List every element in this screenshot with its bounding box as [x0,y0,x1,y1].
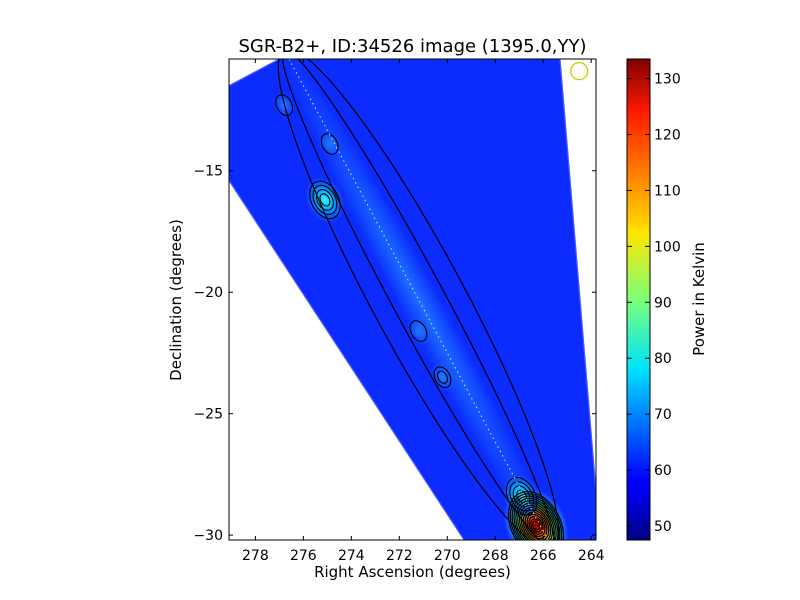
beam-marker [570,61,589,81]
contour-ring [436,370,448,384]
contour-ring [319,193,331,207]
contour-ring [509,493,563,540]
x-axis-ticks: 278 276 274 272 270 268 266 264 [242,59,605,564]
contour-ring [507,491,565,540]
source-glow [407,318,430,344]
colorbar-tick-label: 50 [654,519,672,535]
x-tick-label: 272 [386,548,413,564]
y-axis-label: Declination (degrees) [167,219,185,381]
x-tick-label: 270 [434,548,461,564]
contour-ring [530,518,542,533]
contour-ring [512,485,531,508]
contour-ring [509,481,535,512]
contour-ring [511,495,561,540]
contour-ring [513,497,559,540]
y-tick-label: −25 [193,407,223,423]
contour-ring [315,189,334,211]
chart-title: SGR-B2+, ID:34526 image (1395.0,YY) [238,36,586,57]
contour-ring [320,133,339,155]
colorbar-tick-label: 60 [654,463,672,479]
contour-ring [433,366,452,389]
contour-ring [309,180,341,220]
contour-ring [312,184,338,215]
colorbar-ticks: 50 60 70 80 90 100 110 120 130 [627,72,681,535]
y-tick-label: −30 [193,528,223,544]
colorbar-tick-label: 90 [654,295,672,311]
colorbar-label: Power in Kelvin [690,242,708,356]
contour-ring [516,489,528,503]
axes-frame [228,58,597,541]
x-tick-label: 266 [530,548,557,564]
colorbar-frame [626,58,651,541]
y-tick-label: −15 [193,164,223,180]
colorbar-tick-label: 70 [654,407,672,423]
colorbar-tick-label: 100 [654,239,681,255]
colorbar-tick-label: 110 [654,183,681,199]
plane-contour [277,59,560,540]
colorbar-tick-label: 130 [654,72,681,88]
colorbar [627,59,650,540]
x-tick-label: 268 [482,548,509,564]
contour-ring [520,506,552,540]
y-axis-ticks: −15 −20 −25 −30 [193,164,596,544]
contour-ring [532,520,541,531]
colorbar-tick-label: 80 [654,351,672,367]
x-axis-label: Right Ascension (degrees) [314,563,511,581]
source-glow [430,363,455,392]
contour-lines [275,59,565,540]
galactic-plane-line [288,59,549,540]
x-tick-label: 274 [338,548,365,564]
image-layer [229,59,596,540]
x-tick-label: 278 [242,548,269,564]
x-tick-label: 276 [290,548,317,564]
contour-ring [409,320,428,342]
contour-ring [275,94,294,117]
y-tick-label: −20 [193,285,223,301]
colorbar-tick-label: 120 [654,128,681,144]
contour-ring [528,516,544,535]
plane-contour [281,59,556,540]
x-tick-label: 264 [578,548,605,564]
